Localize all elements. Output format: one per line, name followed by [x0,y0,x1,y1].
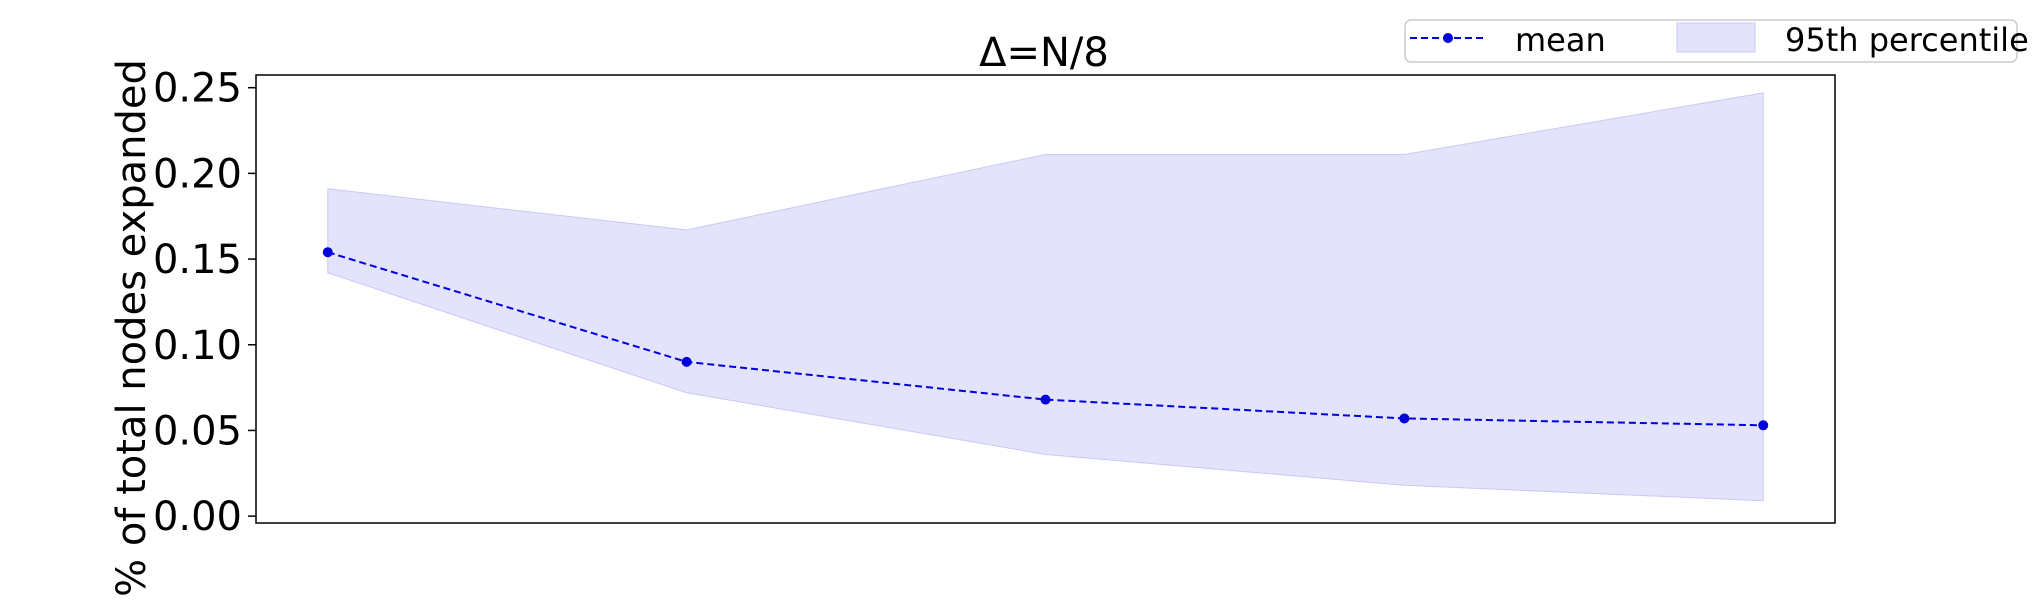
y-tick-label: 0.20 [153,151,242,197]
legend: mean 95th percentile [1404,19,2029,63]
mean-point [1040,394,1051,405]
mean-line-layer [322,247,1769,431]
legend-band-swatch [1676,22,1756,53]
plot-frame [255,74,1836,524]
axes: 0.00 0.05 0.10 0.15 0.20 0.25 [153,66,1836,540]
y-tick-label: 0.05 [153,408,242,454]
mean-point [681,356,692,367]
mean-line [327,251,1764,427]
mean-point [1758,420,1769,431]
y-tick-label: 0.15 [153,237,242,283]
legend-band-label: 95th percentile [1785,21,2029,59]
percentile-band-layer [327,92,1764,502]
legend-mean-marker [1443,33,1453,43]
y-tick-label: 0.25 [153,66,242,112]
y-tick-label: 0.10 [153,323,242,369]
y-axis-label: % of total nodes expanded [109,59,155,597]
mean-point [1399,413,1410,424]
mean-point [322,247,333,258]
percentile-band [327,92,1764,502]
y-tick-label: 0.00 [153,494,242,540]
legend-mean-label: mean [1515,21,1606,59]
chart-title: Δ=N/8 [979,30,1109,76]
